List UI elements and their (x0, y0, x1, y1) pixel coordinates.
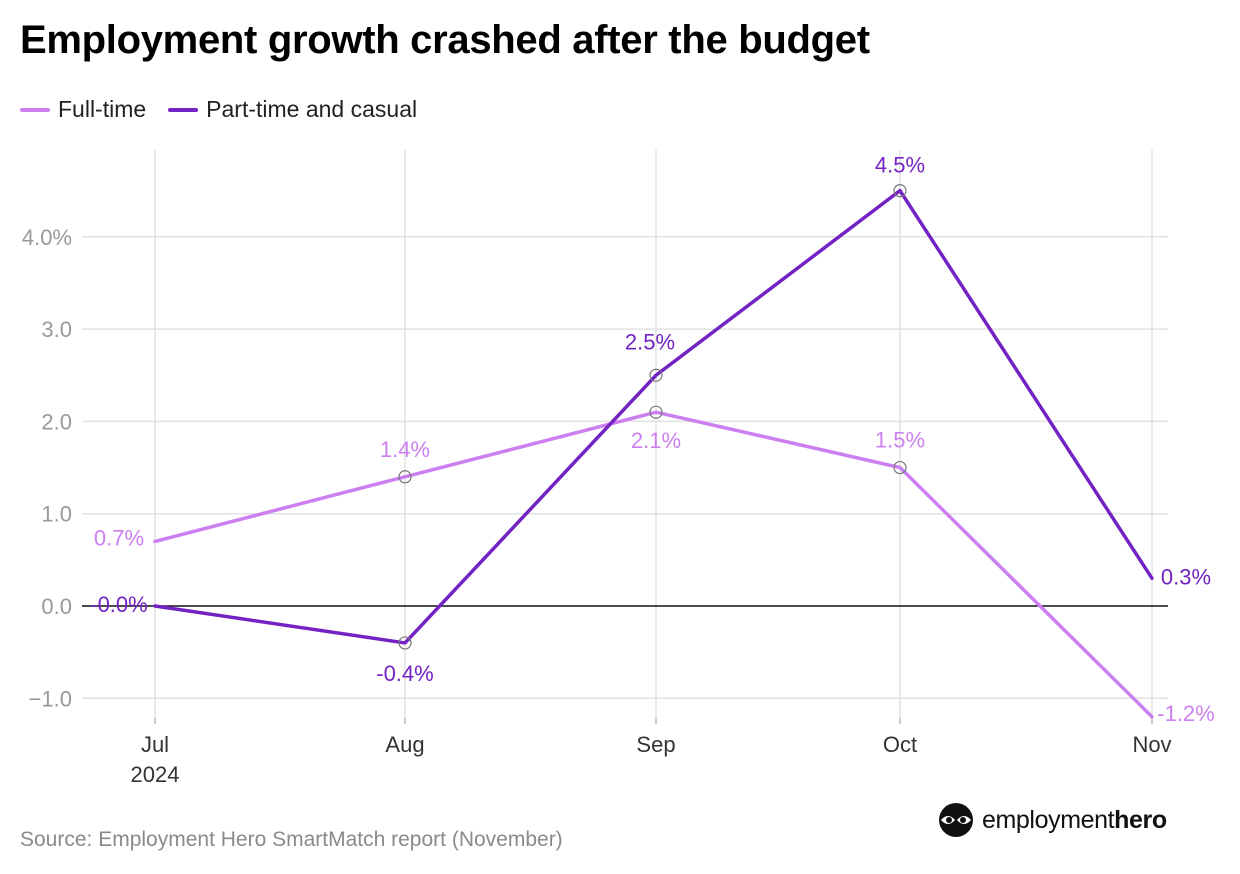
data-label-full-time: 1.4% (380, 437, 430, 462)
y-tick-label: 1.0 (41, 502, 72, 527)
chart-legend: Full-time Part-time and casual (20, 96, 439, 123)
employment-hero-logo-icon (939, 803, 973, 837)
y-tick-label: −1.0 (29, 686, 72, 711)
brand-wordmark: employmenthero (982, 805, 1167, 834)
y-tick-label: 4.0% (22, 225, 72, 250)
data-point-full-time (398, 470, 412, 484)
x-tick-label: Aug (385, 732, 424, 757)
data-point-full-time (649, 405, 663, 419)
series-line-part-time (153, 188, 1154, 645)
legend-swatch-full-time (20, 107, 50, 112)
x-tick-label: Sep (636, 732, 675, 757)
y-tick-label: 3.0 (41, 317, 72, 342)
y-tick-label: 2.0 (41, 409, 72, 434)
brand-logo: employmenthero (938, 802, 1167, 838)
data-label-part-time: 0.3% (1161, 564, 1211, 589)
chart-title: Employment growth crashed after the budg… (20, 18, 870, 62)
data-point-part-time (649, 368, 663, 382)
series-line-full-time (153, 410, 1154, 719)
data-label-part-time: -0.4% (376, 661, 433, 686)
legend-label-full-time: Full-time (58, 96, 147, 122)
data-label-full-time: 1.5% (875, 428, 925, 453)
x-tick-sublabel: 2024 (131, 762, 180, 787)
data-label-full-time: 0.7% (94, 525, 144, 550)
x-tick-label: Oct (883, 732, 917, 757)
data-point-part-time (893, 184, 907, 198)
x-tick-label: Jul (141, 732, 169, 757)
data-label-full-time: -1.2% (1157, 701, 1214, 726)
data-point-full-time (893, 460, 907, 475)
legend-swatch-part-time (168, 107, 199, 112)
data-label-full-time: 2.1% (631, 428, 681, 453)
legend-item-full-time: Full-time (20, 96, 146, 123)
source-note: Source: Employment Hero SmartMatch repor… (20, 828, 563, 851)
data-label-part-time: 2.5% (625, 329, 675, 354)
data-label-part-time: -0.0% (90, 592, 147, 617)
legend-item-part-time: Part-time and casual (168, 96, 417, 123)
data-point-part-time (398, 636, 412, 650)
x-tick-label: Nov (1132, 732, 1171, 757)
data-label-part-time: 4.5% (875, 153, 925, 178)
legend-label-part-time: Part-time and casual (206, 96, 418, 122)
y-tick-label: 0.0 (41, 594, 72, 619)
